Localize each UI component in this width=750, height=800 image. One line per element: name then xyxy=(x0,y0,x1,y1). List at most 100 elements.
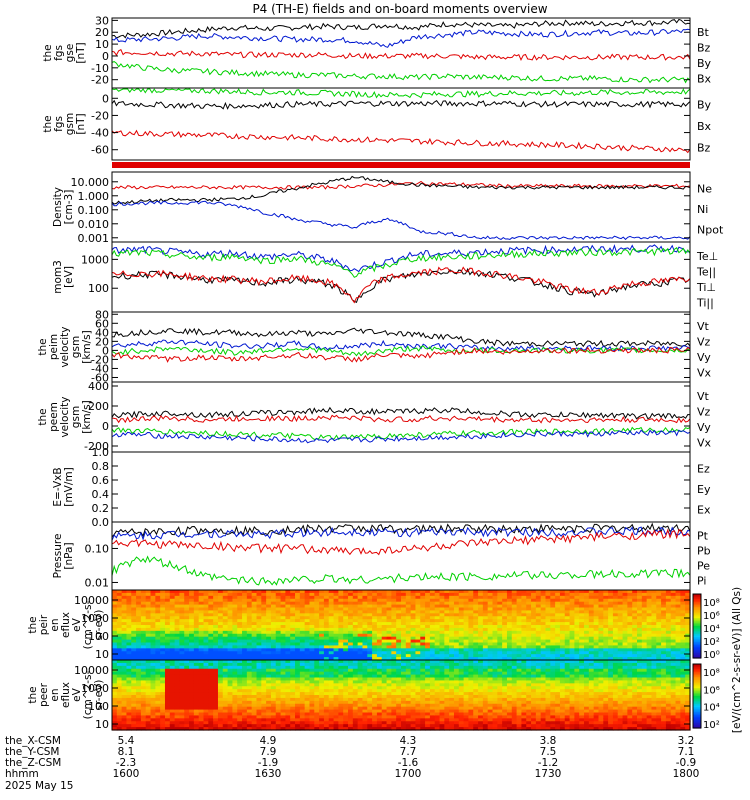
heat-cell xyxy=(415,660,421,664)
heat-cell xyxy=(261,700,267,705)
heat-cell xyxy=(646,630,653,635)
heat-cell xyxy=(203,627,209,632)
heat-cell xyxy=(410,657,417,661)
heat-cell xyxy=(391,610,397,614)
heat-cell xyxy=(203,625,209,629)
heat-cell xyxy=(174,727,181,731)
heat-cell xyxy=(680,636,686,641)
heat-cell xyxy=(140,715,147,719)
heat-cell xyxy=(593,645,600,649)
heat-cell xyxy=(266,601,272,606)
heat-cell xyxy=(352,627,359,632)
heat-cell xyxy=(468,683,474,687)
heat-cell xyxy=(184,610,190,614)
heat-cell xyxy=(213,727,219,731)
heat-cell xyxy=(299,636,306,641)
heat-cell xyxy=(213,595,219,600)
heat-cell xyxy=(280,604,286,609)
heat-cell xyxy=(136,601,142,606)
series-p8-Pb xyxy=(111,528,691,556)
heat-cell xyxy=(415,712,421,717)
heat-cell xyxy=(367,706,373,711)
heat-cell xyxy=(319,613,325,617)
heat-cell xyxy=(198,639,205,644)
heat-cell xyxy=(478,642,484,647)
heat-cell xyxy=(237,642,243,647)
heat-cell xyxy=(179,645,185,649)
heat-cell xyxy=(256,686,262,690)
heat-cell xyxy=(242,657,248,661)
heat-cell xyxy=(203,595,209,600)
heat-cell xyxy=(319,680,325,684)
heat-cell xyxy=(232,604,238,609)
heat-cell xyxy=(280,639,286,644)
heat-cell xyxy=(487,604,494,609)
heat-cell xyxy=(429,721,436,725)
heat-cell xyxy=(656,610,662,614)
ytick-label: 10000 xyxy=(74,594,109,607)
heat-cell xyxy=(444,645,450,649)
heat-cell xyxy=(367,677,373,682)
heat-cell xyxy=(323,697,330,702)
heat-cell xyxy=(222,671,229,676)
heat-cell xyxy=(444,680,450,684)
heat-cell xyxy=(285,677,291,682)
ylabel: the xyxy=(27,616,39,633)
heat-cell xyxy=(641,625,648,629)
heat-cell xyxy=(588,657,595,661)
heat-cell xyxy=(352,718,359,722)
heat-cell xyxy=(299,683,306,687)
heat-cell xyxy=(357,639,364,644)
heat-cell xyxy=(222,697,229,702)
heat-cell xyxy=(425,654,431,658)
heat-cell xyxy=(266,718,272,722)
heat-cell xyxy=(184,657,190,661)
heat-cell xyxy=(174,636,181,641)
heat-cell xyxy=(338,598,344,603)
heat-cell xyxy=(246,662,253,667)
heat-cell xyxy=(251,692,258,696)
heat-cell xyxy=(309,604,315,609)
heat-cell xyxy=(237,689,243,693)
heat-cell xyxy=(198,695,205,699)
heat-cell xyxy=(208,595,214,600)
heat-cell xyxy=(174,683,181,687)
heat-cell xyxy=(242,677,248,682)
heat-cell xyxy=(319,616,325,620)
heat-cell xyxy=(526,592,532,597)
heat-cell xyxy=(463,668,470,673)
heat-cell xyxy=(381,654,388,658)
heat-cell xyxy=(323,715,330,719)
heat-cell xyxy=(314,595,320,600)
heat-cell xyxy=(169,645,176,649)
heat-cell xyxy=(362,668,368,673)
heat-cell xyxy=(227,642,234,647)
heat-cell xyxy=(270,613,277,617)
heat-cell xyxy=(126,636,132,641)
heat-cell xyxy=(169,613,176,617)
heat-cell xyxy=(285,648,291,652)
heat-cell xyxy=(160,642,166,647)
heat-cell xyxy=(665,622,672,626)
heat-cell xyxy=(169,724,176,728)
heat-cell xyxy=(685,636,691,641)
heat-cell xyxy=(372,727,378,731)
heat-cell xyxy=(160,619,166,623)
heat-cell xyxy=(227,703,234,708)
heat-cell xyxy=(516,642,523,647)
heat-cell xyxy=(112,642,118,647)
heat-cell xyxy=(656,648,662,652)
heat-cell xyxy=(333,627,339,632)
heat-cell xyxy=(304,595,311,600)
heat-cell xyxy=(521,592,527,597)
heat-cell xyxy=(348,712,354,717)
heat-cell xyxy=(193,709,200,714)
heat-cell xyxy=(458,657,465,661)
heat-cell xyxy=(444,651,450,655)
heat-cell xyxy=(121,648,128,652)
heat-cell xyxy=(150,633,156,638)
heat-cell xyxy=(670,590,677,594)
heat-cell xyxy=(299,613,306,617)
heat-cell xyxy=(285,590,291,594)
heat-cell xyxy=(266,703,272,708)
